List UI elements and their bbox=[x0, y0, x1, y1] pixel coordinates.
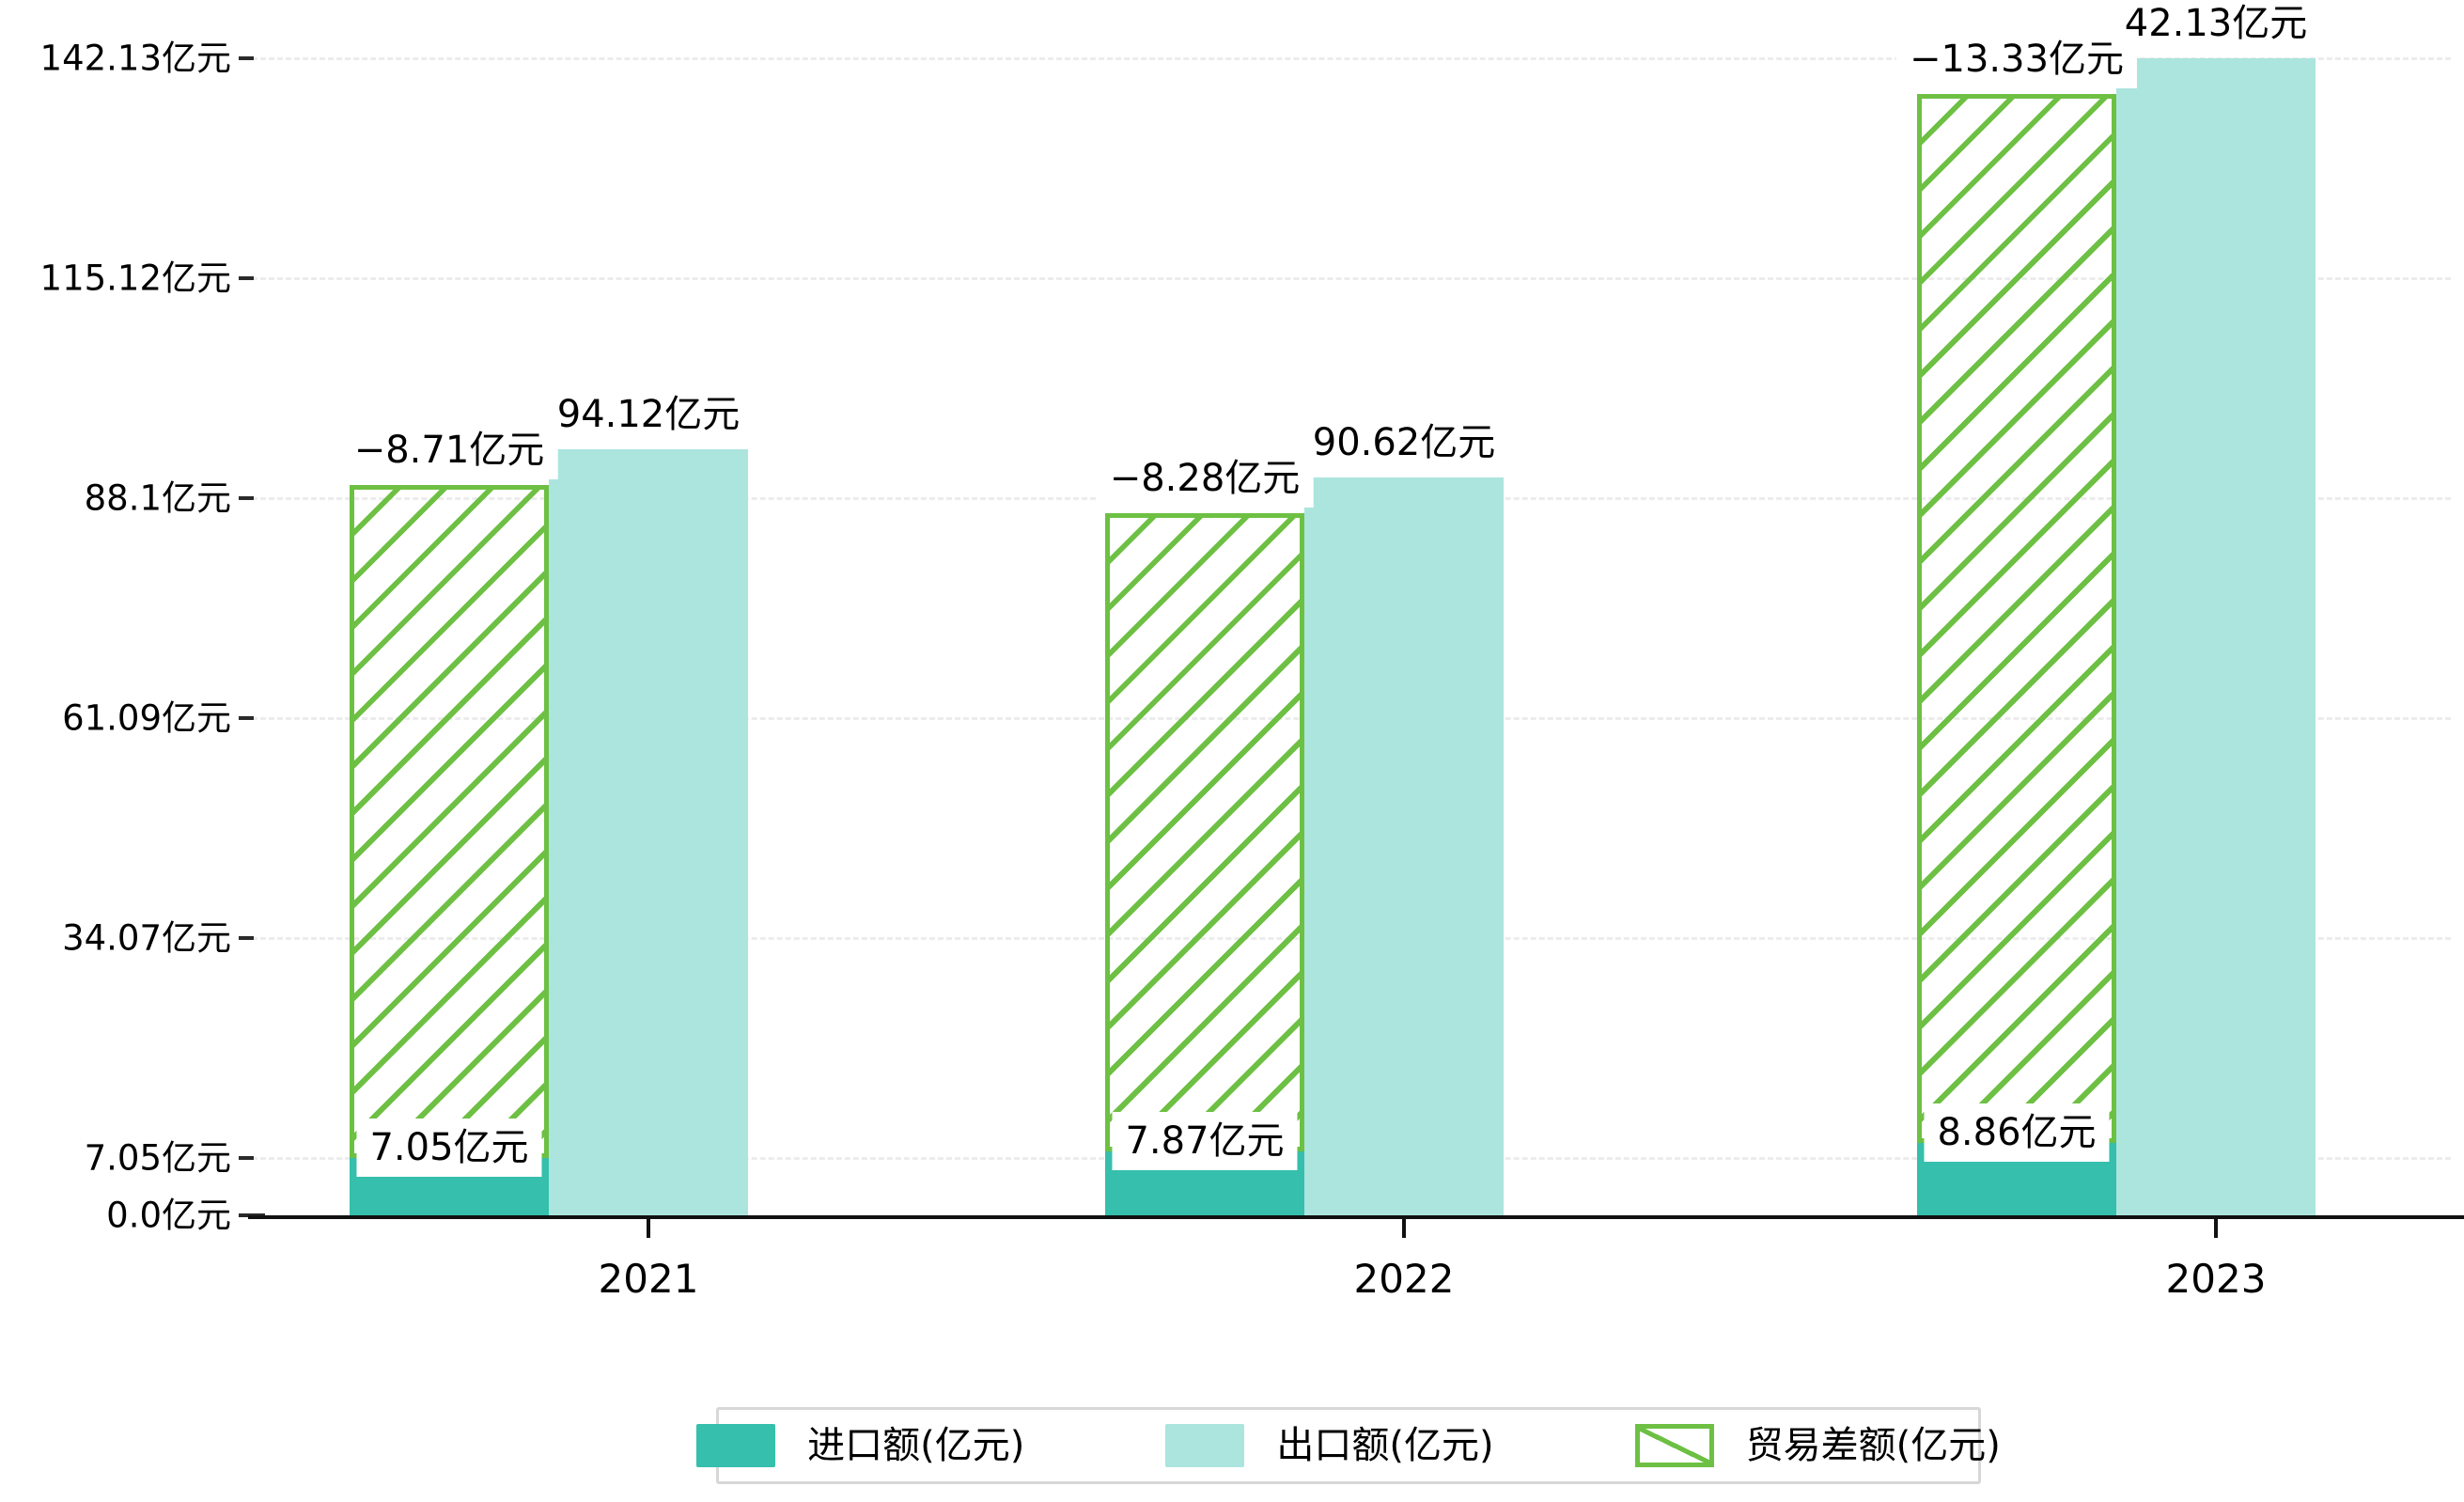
y-axis-tick-mark-icon bbox=[239, 1155, 254, 1160]
y-axis-tick-label: 0.0亿元 bbox=[106, 1195, 231, 1236]
bar-export-2023 bbox=[2116, 58, 2316, 1215]
legend-label-export: 出口额(亿元) bbox=[1276, 1424, 1494, 1467]
y-axis-tick-mark-icon bbox=[239, 56, 254, 60]
legend-swatch-export-icon bbox=[1165, 1424, 1245, 1467]
legend-label-import: 进口额(亿元) bbox=[807, 1424, 1025, 1467]
legend-item-export: 出口额(亿元) bbox=[1165, 1424, 1494, 1467]
x-axis-tick-mark-icon bbox=[2214, 1219, 2218, 1238]
y-axis-tick-mark-icon bbox=[239, 935, 254, 940]
legend-item-trade-balance: 贸易差额(亿元) bbox=[1634, 1424, 2001, 1467]
y-axis-tick-label: 88.1亿元 bbox=[84, 477, 231, 519]
y-axis-tick-mark-icon bbox=[239, 715, 254, 720]
bar-trade-balance-hatched-2022 bbox=[1105, 513, 1304, 1151]
data-label-import-2021: 7.05亿元 bbox=[356, 1118, 542, 1177]
legend-swatch-import-icon bbox=[696, 1424, 776, 1467]
legend-label-trade-balance: 贸易差额(亿元) bbox=[1745, 1424, 2001, 1467]
gridline bbox=[252, 276, 2451, 280]
y-axis-tick-label: 61.09亿元 bbox=[62, 697, 231, 739]
gridline bbox=[252, 57, 2451, 60]
y-axis-tick-mark-icon bbox=[239, 495, 254, 500]
data-label-trade-balance-2023: −13.33亿元 bbox=[1895, 30, 2138, 88]
data-label-export-2022: 90.62亿元 bbox=[1299, 414, 1509, 473]
data-label-export-2023: 42.13亿元 bbox=[2111, 0, 2321, 53]
bar-trade-balance-hatched-2021 bbox=[350, 484, 549, 1158]
bar-export-2021 bbox=[549, 448, 748, 1215]
legend-swatch-trade-balance-icon bbox=[1634, 1424, 1714, 1467]
x-axis-tick-mark-icon bbox=[1402, 1219, 1406, 1238]
bar-export-2022 bbox=[1304, 477, 1504, 1215]
data-label-trade-balance-2022: −8.28亿元 bbox=[1096, 449, 1314, 508]
data-label-export-2021: 94.12亿元 bbox=[543, 384, 754, 444]
x-axis-tick-mark-icon bbox=[647, 1219, 650, 1238]
legend-item-import: 进口额(亿元) bbox=[696, 1424, 1024, 1467]
y-axis-tick-label: 115.12亿元 bbox=[39, 258, 231, 299]
x-axis-label-2022: 2022 bbox=[1353, 1256, 1455, 1302]
x-axis-label-2023: 2023 bbox=[2165, 1256, 2267, 1302]
y-axis-tick-label: 7.05亿元 bbox=[84, 1137, 231, 1179]
bar-trade-balance-hatched-2023 bbox=[1917, 94, 2116, 1144]
y-axis-tick-label: 142.13亿元 bbox=[39, 38, 231, 79]
data-label-trade-balance-2021: −8.71亿元 bbox=[340, 420, 558, 479]
x-axis-label-2021: 2021 bbox=[598, 1256, 699, 1302]
x-axis-line bbox=[248, 1215, 2464, 1219]
data-label-import-2023: 8.86亿元 bbox=[1924, 1103, 2110, 1163]
y-axis-tick-label: 34.07亿元 bbox=[62, 917, 231, 959]
legend: 进口额(亿元) 出口额(亿元) 贸易差额(亿元) bbox=[696, 1407, 2001, 1484]
data-label-import-2022: 7.87亿元 bbox=[1112, 1111, 1298, 1170]
y-axis-tick-mark-icon bbox=[239, 275, 254, 280]
